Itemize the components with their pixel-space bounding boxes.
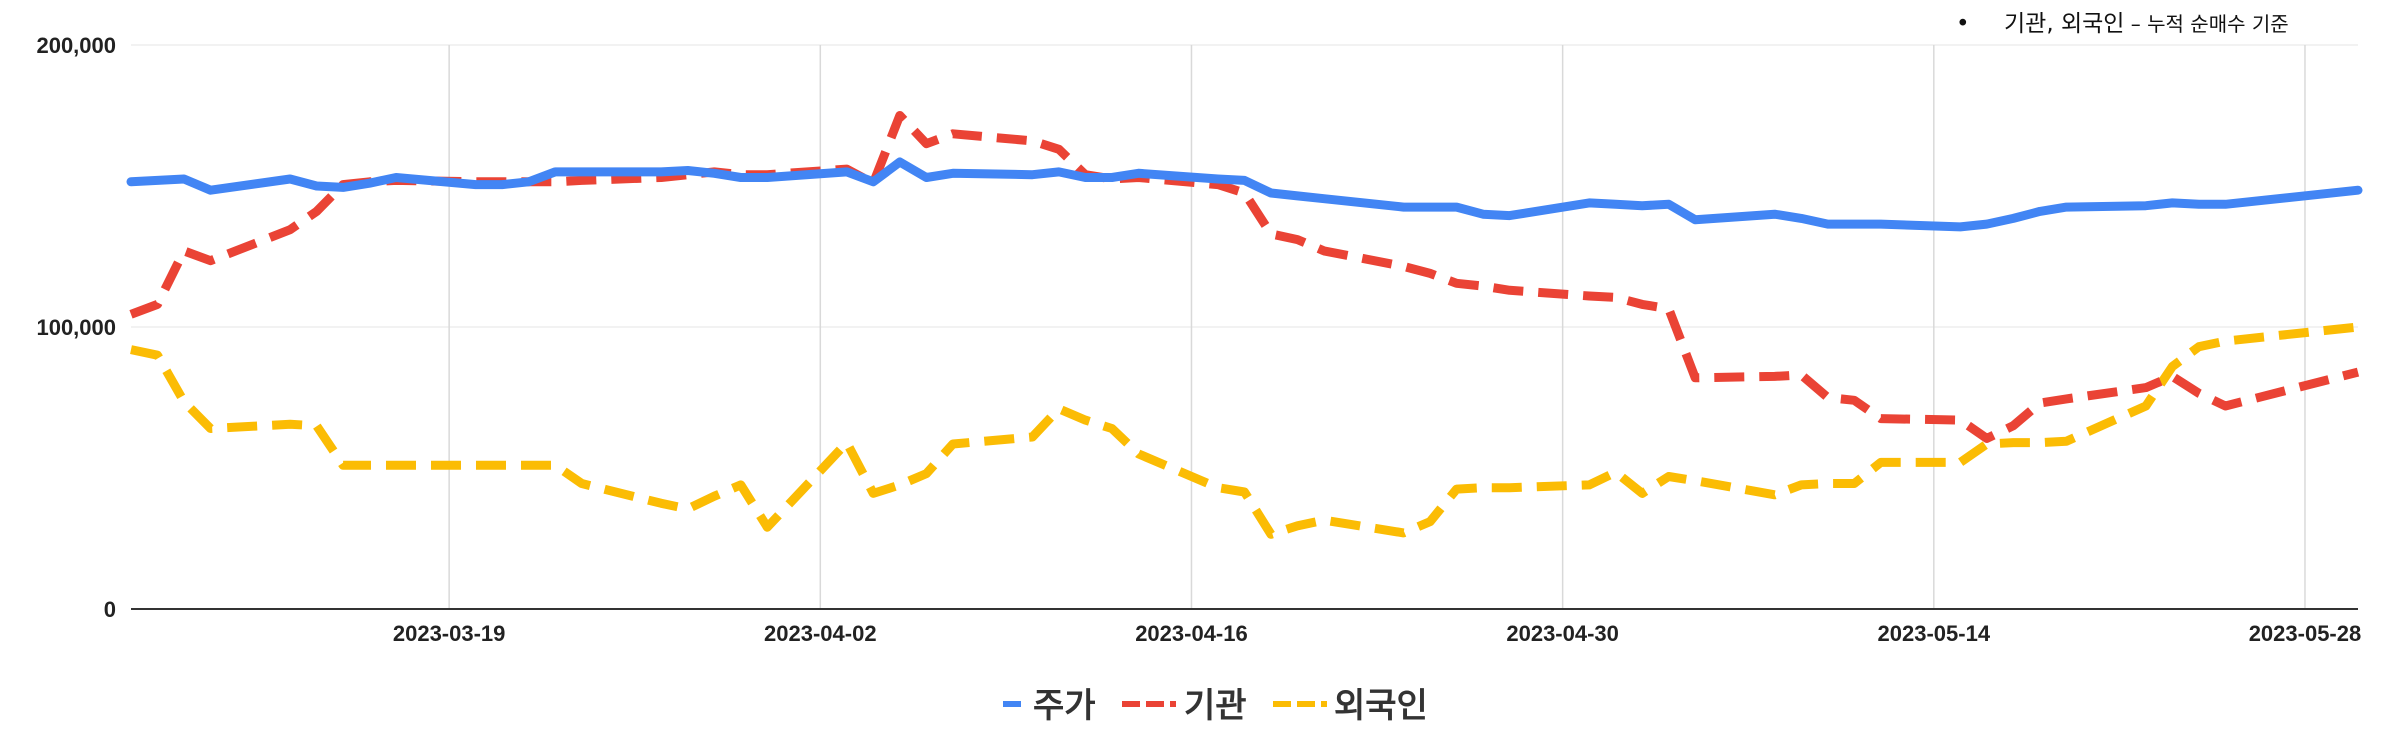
series-line-2 (129, 111, 2360, 443)
gridlines (131, 44, 2358, 609)
legend-label: 기관 (1184, 686, 1247, 726)
y-tick-label: 100,000 (36, 315, 116, 340)
x-tick-label: 2023-04-02 (764, 621, 877, 646)
x-axis-tick-labels: 2023-03-19 2023-04-02 2023-04-16 2023-04-30… (393, 621, 2361, 646)
x-tick-label: 2023-05-14 (1878, 621, 1991, 646)
series-layer (126, 111, 2363, 539)
series-line-3 (130, 322, 2359, 539)
legend-item-3: 외국인 (1273, 686, 1428, 726)
legend-item-2: 기관 (1122, 686, 1247, 726)
legend-label: 외국인 (1334, 686, 1428, 726)
x-tick-label: 2023-05-28 (2249, 621, 2362, 646)
x-tick-label: 2023-04-16 (1135, 621, 1248, 646)
svg-text:기관, 외국인 – 누적 순매수 기준: 기관, 외국인 – 누적 순매수 기준 (2004, 11, 2289, 37)
x-tick-label: 2023-03-19 (393, 621, 506, 646)
annotation-sub: – 누적 순매수 기준 (2124, 12, 2288, 36)
legend: 주가 기관 외국인 (1003, 686, 1428, 726)
annotation-main: 기관, 외국인 (2004, 11, 2124, 37)
y-tick-label: 0 (104, 597, 116, 622)
y-axis-tick-labels: 0 100,000 200,000 (36, 33, 116, 622)
y-tick-label: 200,000 (36, 33, 116, 58)
legend-label: 주가 (1033, 686, 1096, 726)
legend-item-1: 주가 (1003, 686, 1096, 726)
annotation-note: • 기관, 외국인 – 누적 순매수 기준 (1956, 11, 2289, 37)
annotation-bullet: • (1956, 11, 1970, 37)
series-line-1 (126, 157, 2363, 232)
x-tick-label: 2023-04-30 (1506, 621, 1619, 646)
